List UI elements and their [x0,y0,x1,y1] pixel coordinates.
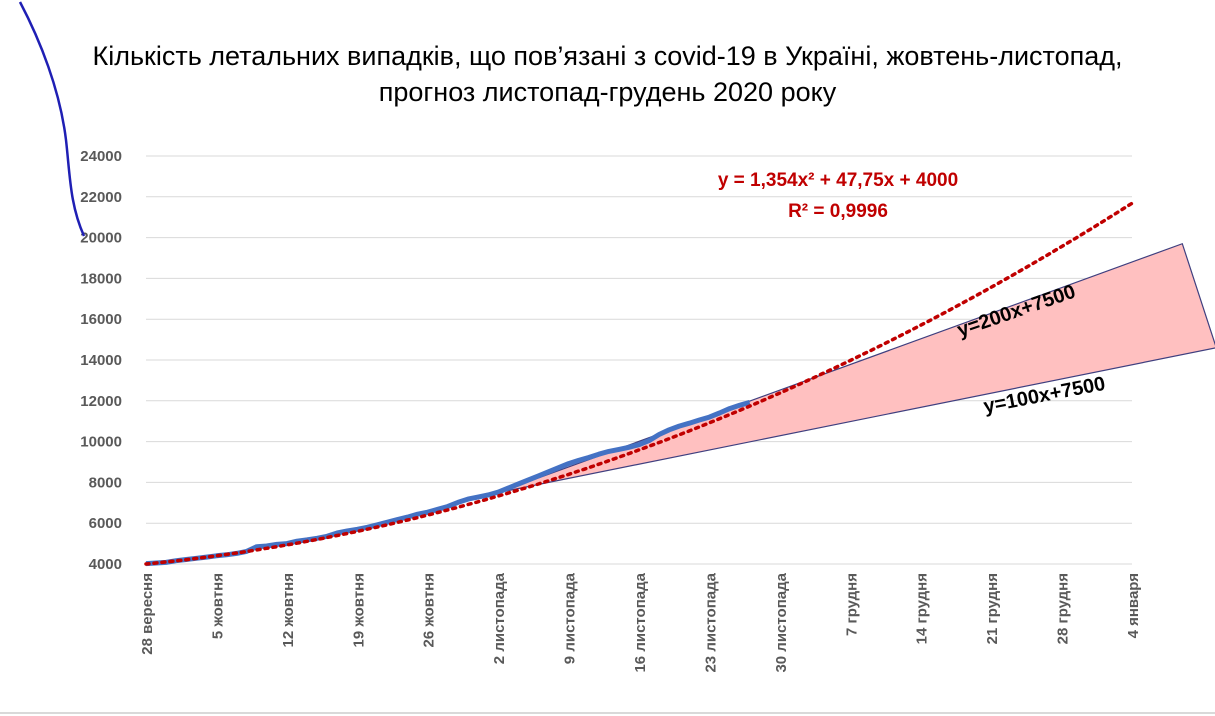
x-tick-label: 16 листопада [632,572,649,672]
trend-r-squared: R² = 0,9996 [788,201,888,222]
y-axis-ticks: 4000 6000 8000 10000 12000 14000 16000 18000 200… [80,148,122,573]
forecast-band [497,242,1215,494]
x-tick-label: 14 грудня [914,573,931,644]
x-tick-label: 21 грудня [984,573,1001,644]
y-tick-label: 24000 [80,148,122,165]
trend-line [144,201,1134,566]
pen-stroke-annotation [18,1,86,237]
y-tick-label: 10000 [80,434,122,451]
y-tick-label: 4000 [89,556,122,573]
chart-title: Кількість летальних випадків, що пов’яза… [0,38,1215,110]
x-tick-label: 12 жовтня [280,573,297,647]
x-tick-label: 26 жовтня [421,573,438,647]
x-tick-label: 7 грудня [843,573,860,636]
grid-lines [146,155,1132,565]
bottom-divider [0,712,1215,714]
x-tick-label: 4 января [1125,573,1142,638]
y-tick-label: 16000 [80,311,122,328]
x-tick-label: 23 листопада [702,572,719,672]
x-tick-label: 28 вересня [139,573,156,655]
x-tick-label: 2 листопада [491,572,508,664]
y-tick-label: 6000 [89,515,122,532]
y-tick-label: 20000 [80,230,122,247]
y-tick-label: 12000 [80,393,122,410]
trend-equation: y = 1,354x² + 47,75x + 4000 [718,170,958,191]
forecast-band-area [497,242,1215,494]
chart-title-line-2: прогноз листопад-грудень 2020 року [378,77,837,107]
chart-title-line-1: Кількість летальних випадків, що пов’яза… [92,41,1123,71]
x-tick-label: 5 жовтня [209,573,226,639]
actual-deaths-line [145,399,751,567]
x-tick-label: 19 жовтня [350,573,367,647]
y-tick-label: 18000 [80,270,122,287]
x-tick-label: 30 листопада [773,572,790,672]
y-tick-label: 8000 [89,474,122,491]
x-tick-label: 28 грудня [1055,573,1072,644]
y-tick-label: 14000 [80,352,122,369]
x-axis-ticks: 28 вересня 5 жовтня 12 жовтня 19 жовтня 26 ж… [139,572,1142,672]
series-layer [144,201,1134,567]
x-tick-label: 9 листопада [562,572,579,664]
y-tick-label: 22000 [80,189,122,206]
